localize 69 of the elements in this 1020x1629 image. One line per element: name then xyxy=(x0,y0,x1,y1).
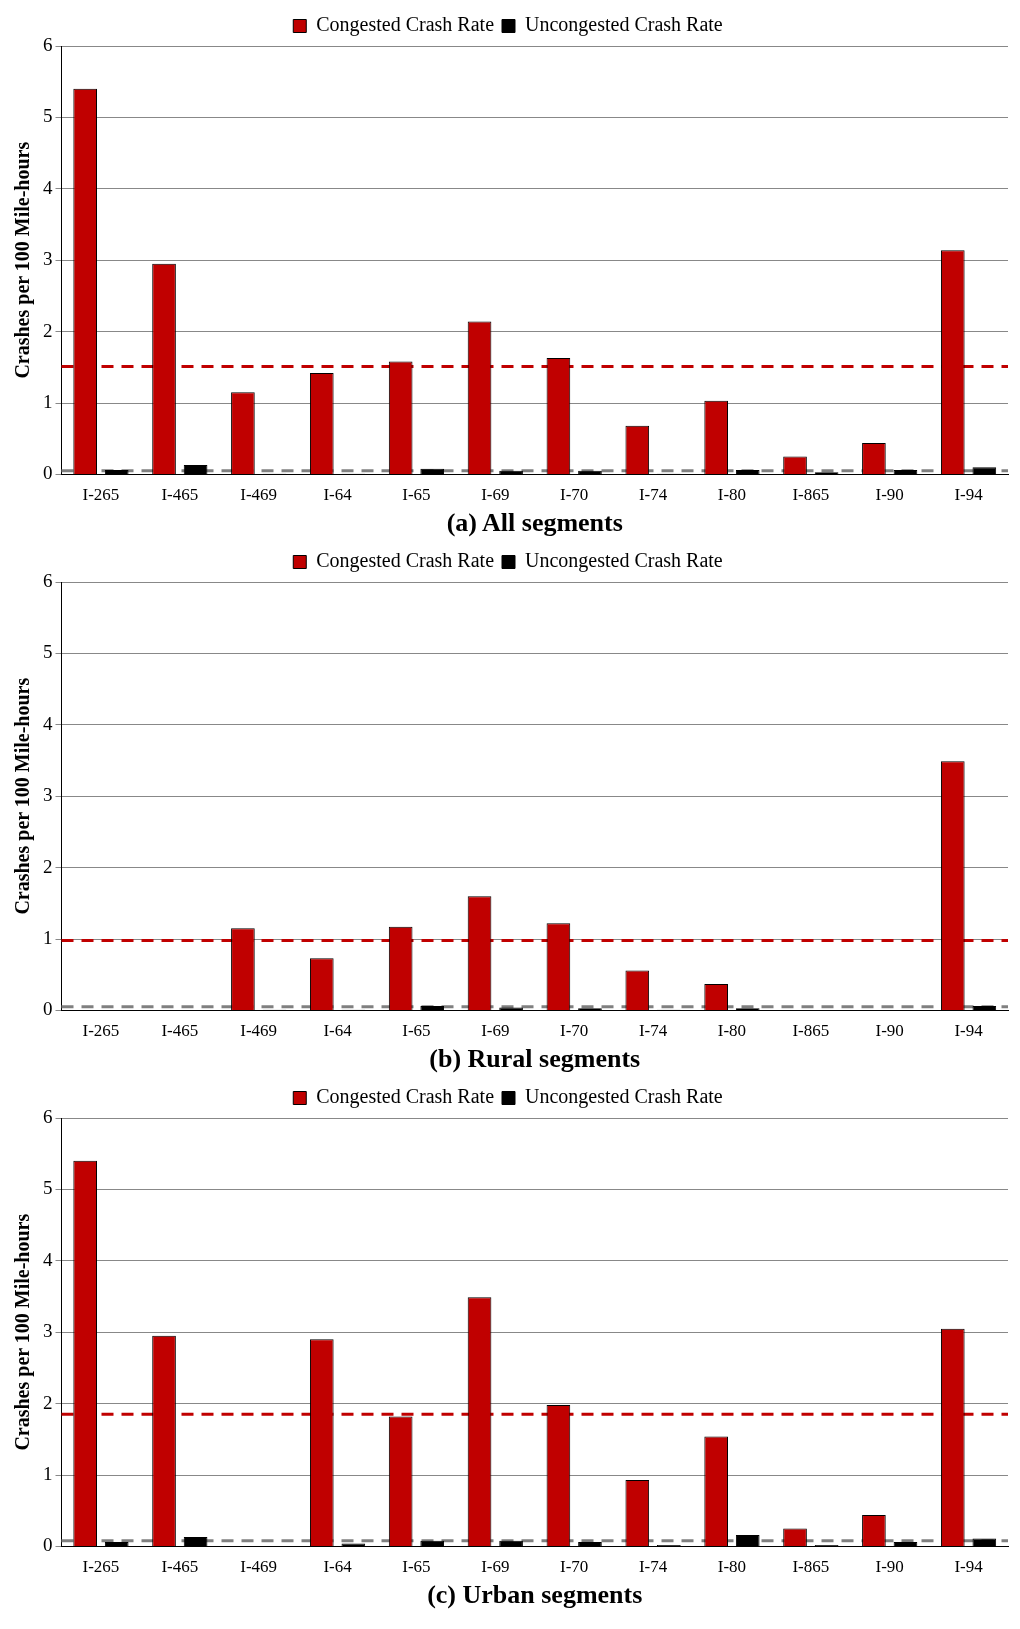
x-tick-label: I-94 xyxy=(954,485,984,505)
y-tick-label: 6 xyxy=(43,569,53,591)
y-tick-label: 0 xyxy=(43,998,53,1020)
x-tick-label: I-465 xyxy=(161,1021,199,1041)
x-axis-title: (b) Rural segments xyxy=(429,1044,641,1074)
y-tick-label: 6 xyxy=(43,1105,53,1127)
y-tick-label: 5 xyxy=(43,1177,53,1199)
x-tick-label: I-865 xyxy=(792,1021,830,1041)
x-tick-label: I-70 xyxy=(560,485,589,505)
y-tick-label: 2 xyxy=(43,1391,53,1413)
x-tick-label: I-64 xyxy=(323,1021,353,1041)
x-tick-label: I-865 xyxy=(792,485,830,505)
x-tick-label: I-865 xyxy=(792,1557,830,1577)
x-tick-label: I-74 xyxy=(638,1021,668,1041)
legend-label: Congested Crash Rate xyxy=(316,1085,495,1109)
x-tick-label: I-80 xyxy=(717,1557,747,1577)
x-tick-label: I-469 xyxy=(240,1021,278,1041)
legend-label: Uncongested Crash Rate xyxy=(525,1085,723,1109)
y-tick-label: 2 xyxy=(43,855,53,877)
x-axis-title: (a) All segments xyxy=(446,508,623,538)
x-tick-label: I-70 xyxy=(560,1557,589,1577)
x-tick-label: I-74 xyxy=(638,485,668,505)
x-tick-label: I-80 xyxy=(717,485,747,505)
y-tick-label: 0 xyxy=(43,462,53,484)
legend-label: Congested Crash Rate xyxy=(316,549,495,573)
x-tick-label: I-90 xyxy=(875,485,904,505)
y-axis-title: Crashes per 100 Mile-hours xyxy=(11,677,35,915)
x-tick-label: I-465 xyxy=(161,485,199,505)
x-tick-label: I-90 xyxy=(875,1557,904,1577)
y-tick-label: 1 xyxy=(43,926,53,948)
y-tick-label: 4 xyxy=(43,176,53,198)
x-tick-label: I-65 xyxy=(402,1021,431,1041)
x-tick-label: I-74 xyxy=(638,1557,668,1577)
x-tick-label: I-69 xyxy=(481,1021,510,1041)
x-tick-label: I-465 xyxy=(161,1557,199,1577)
legend-label: Uncongested Crash Rate xyxy=(525,549,723,573)
x-tick-label: I-94 xyxy=(954,1021,984,1041)
x-tick-label: I-70 xyxy=(560,1021,589,1041)
y-axis-title: Crashes per 100 Mile-hours xyxy=(11,141,35,379)
x-tick-label: I-69 xyxy=(481,1557,510,1577)
y-axis-title: Crashes per 100 Mile-hours xyxy=(11,1213,35,1451)
x-tick-label: I-64 xyxy=(323,1557,353,1577)
x-axis-title: (c) Urban segments xyxy=(427,1580,643,1610)
y-tick-label: 3 xyxy=(43,784,53,806)
x-tick-label: I-80 xyxy=(717,1021,747,1041)
legend-label: Congested Crash Rate xyxy=(316,13,495,37)
x-tick-label: I-64 xyxy=(323,485,353,505)
y-tick-label: 1 xyxy=(43,390,53,412)
x-tick-label: I-469 xyxy=(240,1557,278,1577)
y-tick-label: 2 xyxy=(43,319,53,341)
x-tick-label: I-65 xyxy=(402,485,431,505)
x-tick-label: I-65 xyxy=(402,1557,431,1577)
y-tick-label: 3 xyxy=(43,248,53,270)
y-tick-label: 4 xyxy=(43,1248,53,1270)
y-tick-label: 6 xyxy=(43,33,53,55)
y-tick-label: 5 xyxy=(43,641,53,663)
x-tick-label: I-69 xyxy=(481,485,510,505)
y-tick-label: 5 xyxy=(43,105,53,127)
x-tick-label: I-469 xyxy=(240,485,278,505)
x-tick-label: I-90 xyxy=(875,1021,904,1041)
y-tick-label: 1 xyxy=(43,1462,53,1484)
x-tick-label: I-265 xyxy=(82,485,120,505)
legend-label: Uncongested Crash Rate xyxy=(525,13,723,37)
y-tick-label: 0 xyxy=(43,1534,53,1556)
x-tick-label: I-94 xyxy=(954,1557,984,1577)
x-tick-label: I-265 xyxy=(82,1021,120,1041)
y-tick-label: 3 xyxy=(43,1320,53,1342)
y-tick-label: 4 xyxy=(43,712,53,734)
x-tick-label: I-265 xyxy=(82,1557,120,1577)
